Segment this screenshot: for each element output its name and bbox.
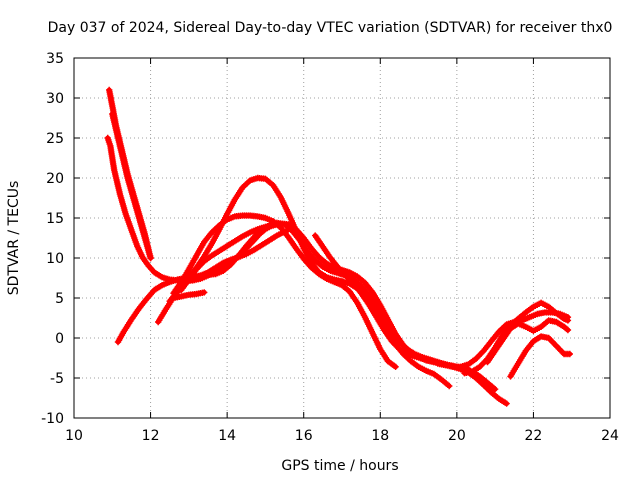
data-point — [566, 350, 573, 358]
data-point — [564, 317, 572, 324]
series-arc-late-c — [484, 317, 572, 366]
series-arc-late-16 — [312, 232, 472, 373]
y-axis-label: SDTVAR / TECUs — [6, 181, 22, 296]
data-series — [104, 86, 573, 407]
data-point — [491, 386, 499, 393]
data-point — [564, 326, 572, 334]
series-line — [312, 233, 471, 372]
data-point — [563, 325, 570, 333]
series-arc-early-3 — [109, 110, 154, 262]
x-axis-label: GPS time / hours — [281, 458, 398, 474]
y-tick-label: -10 — [41, 411, 64, 427]
grid-lines — [74, 58, 610, 418]
y-tick-label: 25 — [46, 131, 64, 147]
chart-title: Day 037 of 2024, Sidereal Day-to-day VTE… — [48, 20, 613, 36]
y-tick-label: 30 — [46, 91, 64, 107]
x-tick-label: 20 — [448, 428, 466, 444]
x-tick-label: 22 — [525, 428, 543, 444]
x-tick-label: 12 — [142, 428, 160, 444]
y-tick-label: -5 — [50, 371, 64, 387]
series-arc-late-d — [507, 333, 573, 380]
data-point — [147, 254, 154, 262]
data-point — [559, 349, 566, 356]
y-tick-label: 20 — [46, 171, 64, 187]
x-tick-label: 24 — [601, 428, 619, 444]
data-point — [446, 382, 453, 390]
data-point — [392, 363, 399, 370]
y-tick-label: 35 — [46, 51, 64, 67]
data-point — [503, 400, 510, 407]
series-arc-short — [170, 289, 208, 302]
data-point — [201, 289, 208, 296]
x-tick-label: 14 — [218, 428, 236, 444]
x-tick-label: 10 — [65, 428, 83, 444]
y-tick-label: 10 — [46, 251, 64, 267]
x-tick-label: 18 — [371, 428, 389, 444]
plot-frame — [73, 57, 611, 419]
axis-ticks: 10 12 14 16 18 20 22 24 -10 -5 0 5 10 15 20 25 30 35 — [41, 51, 619, 444]
y-tick-label: 5 — [55, 291, 64, 307]
series-arc-mid-a — [166, 219, 510, 407]
y-tick-label: 15 — [46, 211, 64, 227]
y-tick-label: 0 — [55, 331, 64, 347]
x-tick-label: 16 — [295, 428, 313, 444]
